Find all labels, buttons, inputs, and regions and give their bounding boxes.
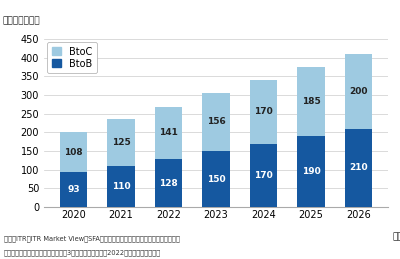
Text: 200: 200 (349, 87, 368, 96)
Bar (107, 119, 135, 166)
Text: ＊ベンダーの売上金額を対象とし、3月期ベースで換算。2022年度以降は予測値。: ＊ベンダーの売上金額を対象とし、3月期ベースで換算。2022年度以降は予測値。 (4, 250, 161, 256)
Text: 93: 93 (67, 185, 80, 194)
Bar (250, 143, 277, 207)
Text: 150: 150 (207, 175, 225, 184)
Legend: BtoC, BtoB: BtoC, BtoB (47, 42, 97, 74)
Text: 125: 125 (112, 138, 130, 147)
Bar (60, 172, 87, 207)
Bar (155, 159, 182, 207)
Bar (202, 93, 230, 151)
Text: 108: 108 (64, 148, 83, 157)
Text: 170: 170 (254, 107, 273, 116)
Text: （年度）: （年度） (392, 232, 400, 241)
Text: 156: 156 (207, 117, 225, 126)
Text: 185: 185 (302, 97, 320, 106)
Text: 出典：ITR『ITR Market View：SFA／統合型マーケティング支援市場２０２３』: 出典：ITR『ITR Market View：SFA／統合型マーケティング支援市… (4, 235, 180, 242)
Bar (155, 106, 182, 159)
Text: 190: 190 (302, 167, 320, 176)
Bar (202, 151, 230, 207)
Text: 170: 170 (254, 171, 273, 180)
Bar (107, 166, 135, 207)
Bar (345, 54, 372, 129)
Text: 128: 128 (159, 179, 178, 188)
Bar (297, 67, 325, 136)
Text: 141: 141 (159, 128, 178, 138)
Text: 110: 110 (112, 182, 130, 191)
Bar (60, 132, 87, 172)
Bar (345, 129, 372, 207)
Bar (297, 136, 325, 207)
Bar (250, 80, 277, 143)
Text: 210: 210 (349, 163, 368, 172)
Text: （単位：億円）: （単位：億円） (2, 16, 40, 25)
